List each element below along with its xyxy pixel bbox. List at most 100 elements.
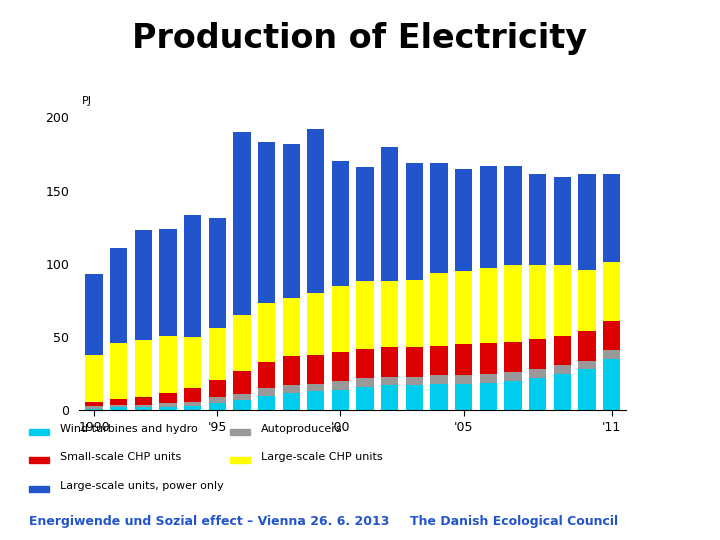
Bar: [332, 381, 349, 390]
Bar: [406, 377, 423, 386]
Bar: [529, 265, 546, 339]
Text: Wind turbines and hydro: Wind turbines and hydro: [60, 424, 198, 434]
Bar: [135, 404, 152, 408]
Bar: [381, 386, 398, 410]
Bar: [578, 369, 595, 410]
Bar: [233, 132, 251, 315]
Bar: [233, 371, 251, 394]
Bar: [184, 337, 201, 388]
Bar: [455, 168, 472, 271]
Bar: [455, 271, 472, 345]
Text: Large-scale units, power only: Large-scale units, power only: [60, 481, 224, 491]
Bar: [110, 399, 127, 404]
Bar: [258, 396, 275, 410]
Bar: [578, 269, 595, 331]
Bar: [356, 349, 374, 378]
Bar: [480, 382, 497, 410]
Bar: [159, 393, 176, 403]
Bar: [282, 298, 300, 356]
Bar: [135, 230, 152, 340]
Bar: [505, 381, 522, 410]
Bar: [431, 163, 448, 273]
Bar: [29, 429, 49, 435]
Bar: [282, 386, 300, 393]
Bar: [480, 268, 497, 343]
Bar: [29, 486, 49, 492]
Bar: [431, 375, 448, 384]
Bar: [159, 408, 176, 410]
Bar: [356, 387, 374, 410]
Bar: [209, 328, 226, 380]
Bar: [554, 177, 571, 265]
Bar: [529, 339, 546, 369]
Bar: [135, 340, 152, 397]
Bar: [505, 341, 522, 372]
Bar: [110, 408, 127, 410]
Bar: [86, 274, 103, 355]
Bar: [431, 346, 448, 375]
Text: Autoproducers: Autoproducers: [261, 424, 343, 434]
Bar: [356, 378, 374, 387]
Bar: [209, 380, 226, 397]
Text: The Danish Ecological Council: The Danish Ecological Council: [410, 515, 618, 528]
Bar: [184, 388, 201, 402]
Text: PJ: PJ: [81, 96, 91, 105]
Bar: [307, 129, 325, 293]
Bar: [184, 406, 201, 410]
Bar: [381, 377, 398, 386]
Bar: [230, 457, 250, 463]
Text: Production of Electricity: Production of Electricity: [132, 22, 588, 56]
Bar: [554, 336, 571, 365]
Bar: [307, 384, 325, 392]
Bar: [258, 362, 275, 388]
Bar: [455, 384, 472, 410]
Bar: [282, 144, 300, 298]
Bar: [29, 457, 49, 463]
Bar: [455, 345, 472, 375]
Text: Energiwende und Sozial effect – Vienna 26. 6. 2013: Energiwende und Sozial effect – Vienna 2…: [29, 515, 390, 528]
Bar: [406, 163, 423, 280]
Bar: [332, 352, 349, 381]
Bar: [554, 365, 571, 374]
Bar: [233, 400, 251, 410]
Bar: [603, 262, 620, 321]
Bar: [332, 286, 349, 352]
Bar: [603, 359, 620, 410]
Bar: [480, 166, 497, 268]
Bar: [505, 372, 522, 381]
Bar: [332, 161, 349, 286]
Bar: [578, 361, 595, 369]
Bar: [230, 429, 250, 435]
Bar: [603, 321, 620, 350]
Bar: [209, 218, 226, 328]
Text: Large-scale CHP units: Large-scale CHP units: [261, 453, 382, 462]
Bar: [529, 369, 546, 378]
Bar: [603, 174, 620, 262]
Bar: [554, 265, 571, 336]
Bar: [86, 402, 103, 406]
Bar: [307, 355, 325, 384]
Bar: [159, 228, 176, 336]
Bar: [110, 343, 127, 399]
Bar: [431, 273, 448, 346]
Bar: [86, 409, 103, 410]
Bar: [307, 293, 325, 355]
Bar: [406, 386, 423, 410]
Bar: [209, 397, 226, 403]
Bar: [307, 392, 325, 410]
Bar: [209, 403, 226, 410]
Bar: [455, 375, 472, 384]
Bar: [505, 166, 522, 265]
Bar: [159, 336, 176, 393]
Bar: [332, 390, 349, 410]
Bar: [480, 374, 497, 382]
Text: Small-scale CHP units: Small-scale CHP units: [60, 453, 181, 462]
Bar: [505, 265, 522, 341]
Bar: [282, 393, 300, 410]
Bar: [282, 356, 300, 386]
Bar: [159, 403, 176, 408]
Bar: [110, 404, 127, 408]
Bar: [578, 174, 595, 269]
Bar: [86, 406, 103, 409]
Bar: [381, 281, 398, 347]
